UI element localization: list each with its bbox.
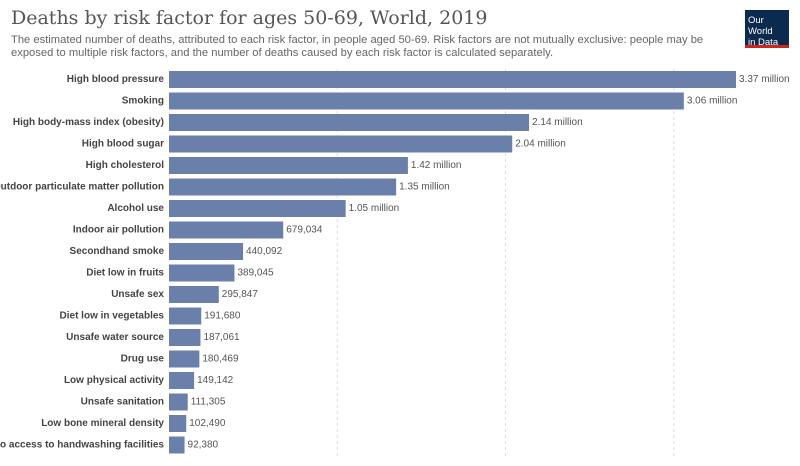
bar[interactable] xyxy=(169,71,736,88)
value-label: 3.37 million xyxy=(739,74,790,85)
value-label: 149,142 xyxy=(197,375,234,386)
owid-logo[interactable]: Our World in Data xyxy=(745,10,789,48)
chart-title: Deaths by risk factor for ages 50-69, Wo… xyxy=(11,7,488,29)
value-label: 180,469 xyxy=(202,354,239,365)
bar[interactable] xyxy=(169,350,200,368)
value-label: 2.14 million xyxy=(532,117,583,128)
value-label: 102,490 xyxy=(189,418,226,429)
category-label: No access to handwashing facilities xyxy=(0,440,164,451)
bar[interactable] xyxy=(169,329,201,346)
bar[interactable] xyxy=(169,307,202,325)
category-label: High blood sugar xyxy=(82,139,164,150)
value-label: 2.04 million xyxy=(515,139,566,150)
category-label: Diet low in vegetables xyxy=(60,311,165,322)
bar[interactable] xyxy=(169,264,235,282)
category-label: Unsafe water source xyxy=(66,332,164,343)
bar[interactable] xyxy=(169,393,188,411)
category-label: Drug use xyxy=(121,354,165,365)
bar[interactable] xyxy=(169,135,513,153)
bar[interactable] xyxy=(169,221,284,239)
category-label: High blood pressure xyxy=(67,74,165,85)
category-label: Indoor air pollution xyxy=(73,225,164,236)
value-label: 187,061 xyxy=(203,332,240,343)
category-label: Diet low in fruits xyxy=(86,268,164,279)
category-label: High cholesterol xyxy=(86,160,165,171)
bar[interactable] xyxy=(169,436,185,454)
bar[interactable] xyxy=(169,243,244,260)
value-label: 191,680 xyxy=(204,311,241,322)
category-label: Unsafe sanitation xyxy=(81,397,164,408)
bar[interactable] xyxy=(169,415,187,432)
bar[interactable] xyxy=(169,372,195,389)
value-label: 1.35 million xyxy=(399,182,450,193)
value-label: 111,305 xyxy=(191,397,226,408)
value-label: 1.05 million xyxy=(349,203,400,214)
logo-line-1: Our World xyxy=(748,15,773,37)
category-label: Outdoor particulate matter pollution xyxy=(0,182,164,193)
value-label: 440,092 xyxy=(246,246,283,257)
logo-line-2: in Data xyxy=(748,37,779,48)
category-label: Unsafe sex xyxy=(111,289,164,300)
bar[interactable] xyxy=(169,114,530,131)
bar[interactable] xyxy=(169,286,219,303)
value-label: 389,045 xyxy=(237,268,274,279)
category-label: Smoking xyxy=(122,96,164,107)
bar[interactable] xyxy=(169,92,684,110)
value-label: 679,034 xyxy=(286,225,323,236)
bar[interactable] xyxy=(169,200,346,217)
category-label: Secondhand smoke xyxy=(70,246,165,257)
bar[interactable] xyxy=(169,157,408,174)
bar[interactable] xyxy=(169,178,397,196)
chart-subtitle: The estimated number of deaths, attribut… xyxy=(11,34,704,59)
category-label: Low physical activity xyxy=(64,375,164,386)
value-label: 3.06 million xyxy=(687,96,738,107)
value-label: 92,380 xyxy=(188,440,219,451)
value-label: 1.42 million xyxy=(411,160,462,171)
category-label: Alcohol use xyxy=(107,203,164,214)
value-label: 295,847 xyxy=(222,289,259,300)
category-label: Low bone mineral density xyxy=(41,418,164,429)
category-label: High body-mass index (obesity) xyxy=(13,117,164,128)
